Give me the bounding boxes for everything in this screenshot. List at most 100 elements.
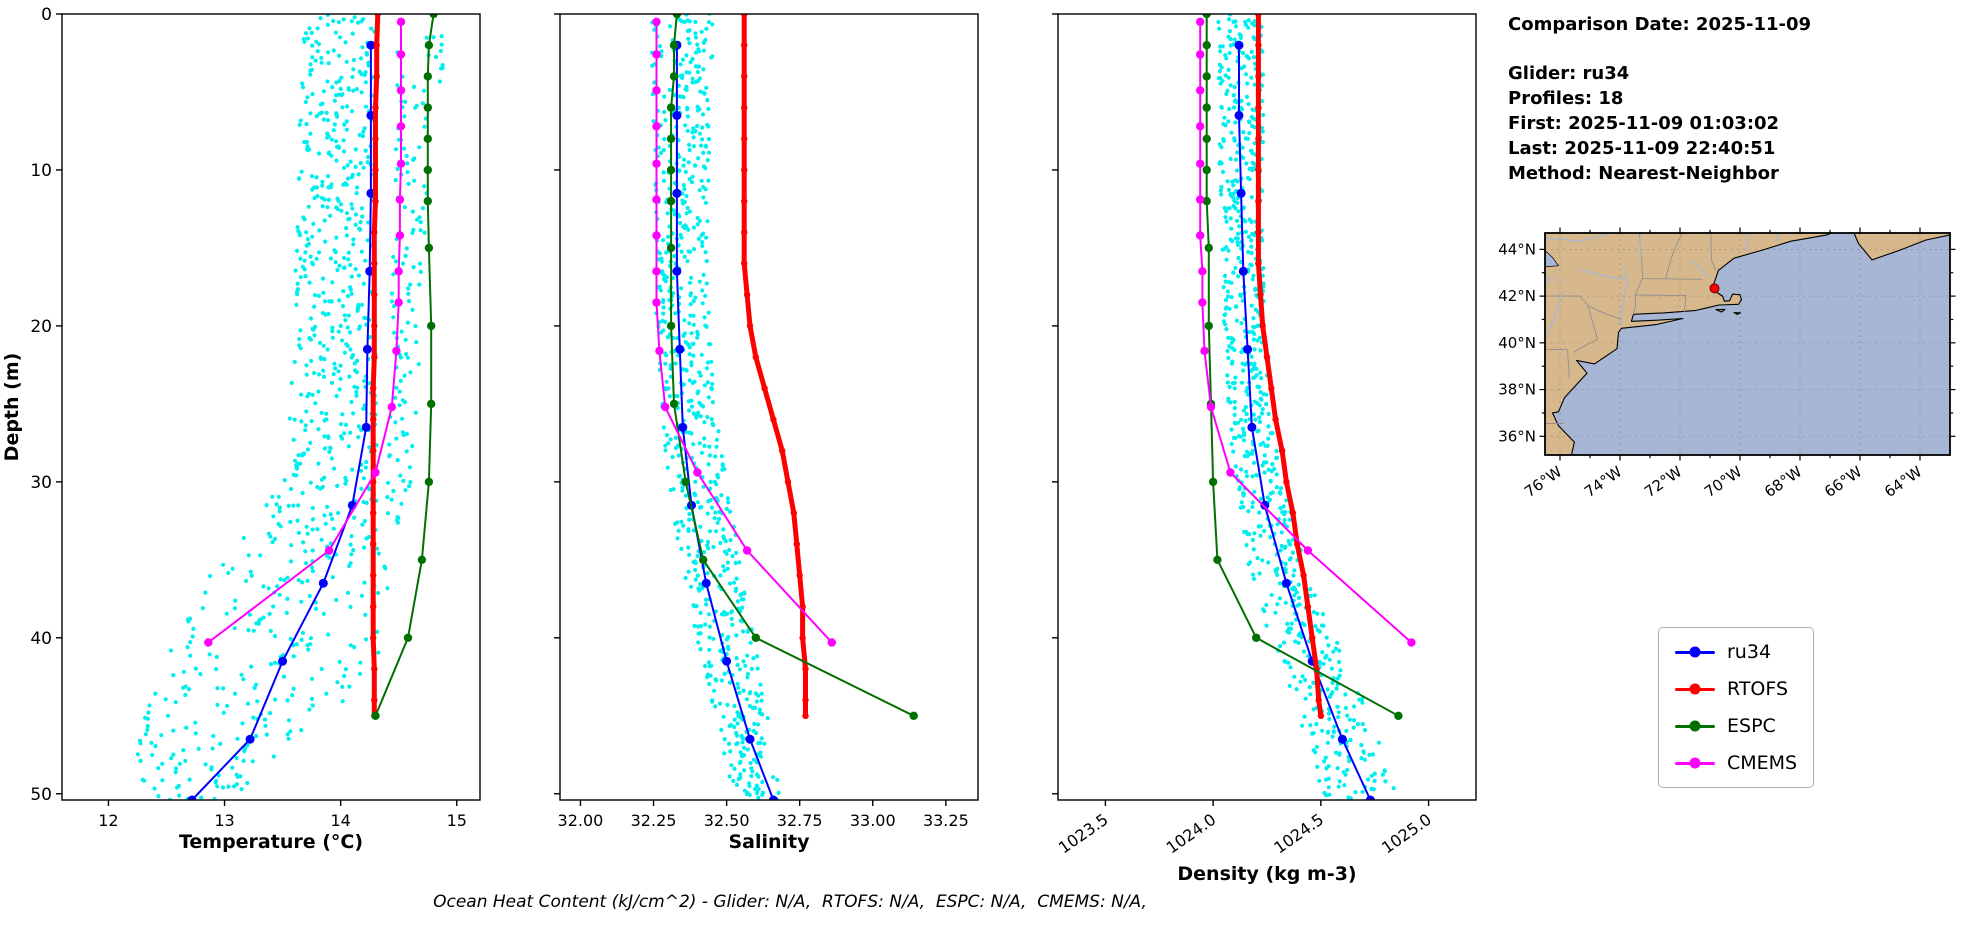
x-axis-label: Density (kg m-3) <box>1177 863 1356 885</box>
series-ru34 <box>187 40 376 800</box>
map-lon-label: 76°W <box>1521 462 1565 501</box>
river <box>1545 233 1612 242</box>
series-CMEMS <box>204 17 406 647</box>
glider-raw-scatter <box>1216 14 1396 800</box>
x-tick-label: 32.25 <box>631 811 677 830</box>
temperature-profile-chart: 12 13 14 15 0 10 20 30 40 50 Temperature (°C) Depth… <box>1 5 481 853</box>
state-border <box>1634 294 1687 297</box>
series-RTOFS <box>741 14 809 719</box>
comparison-date-text: Comparison Date: 2025-11-09 <box>1508 14 1812 35</box>
map-land <box>1733 311 1742 315</box>
legend-marker-dot <box>1689 646 1701 658</box>
series-ru34 <box>672 40 778 800</box>
map-lat-label: 36°N <box>1498 427 1536 445</box>
legend-item-espc: ESPC <box>1675 715 1797 737</box>
map-land <box>1853 233 1950 261</box>
plot-area <box>1196 14 1416 800</box>
glider-location-marker <box>1709 283 1720 294</box>
plot-area <box>135 14 445 800</box>
map-lon-label: 66°W <box>1821 462 1865 501</box>
map-lat-label: 42°N <box>1498 287 1536 305</box>
glider-text: Glider: ru34 <box>1508 63 1630 84</box>
x-tick-label: 1023.5 <box>1055 810 1112 858</box>
axes-frame <box>61 13 481 801</box>
series-ESPC <box>1202 14 1403 720</box>
state-border <box>1642 278 1703 280</box>
legend-item-ru34: ru34 <box>1675 641 1797 663</box>
legend-line-sample <box>1675 646 1715 658</box>
state-border <box>1573 305 1599 353</box>
map-lat-label: 38°N <box>1498 381 1536 399</box>
map-land <box>1715 308 1726 313</box>
legend-label: RTOFS <box>1727 678 1789 700</box>
state-border <box>1665 233 1684 280</box>
series-ru34 <box>1234 40 1375 800</box>
y-tick-label: 0 <box>41 5 52 25</box>
river <box>1775 233 1780 242</box>
y-tick-label: 20 <box>30 317 52 337</box>
method-text: Method: Nearest-Neighbor <box>1508 163 1779 184</box>
x-axis-label: Temperature (°C) <box>179 831 363 853</box>
legend-line-sample <box>1675 720 1715 732</box>
x-tick-label: 33.25 <box>923 811 969 830</box>
series-RTOFS <box>1255 14 1325 719</box>
series-ESPC <box>666 14 918 720</box>
river <box>1639 233 1642 260</box>
legend-label: ru34 <box>1727 641 1772 663</box>
y-tick-label: 40 <box>30 629 52 649</box>
location-map: 44°N 42°N 40°N 38°N 36°N 76°W 74°W 72°W 70°W 68°W… <box>1498 227 1956 501</box>
y-tick-label: 50 <box>30 785 52 805</box>
info-spacer <box>1508 37 1811 61</box>
map-lat-label: 40°N <box>1498 334 1536 352</box>
x-tick-label: 32.50 <box>704 811 750 830</box>
legend-line-sample <box>1675 683 1715 695</box>
river <box>1554 276 1558 284</box>
map-lon-label: 64°W <box>1881 462 1925 501</box>
x-tick-label: 14 <box>330 811 350 830</box>
x-tick-label: 32.00 <box>558 811 604 830</box>
ocean-heat-content-footer: Ocean Heat Content (kJ/cm^2) - Glider: N… <box>433 892 1147 912</box>
glider-raw-scatter <box>135 14 445 800</box>
map-lon-label: 74°W <box>1581 462 1625 501</box>
legend-item-rtofs: RTOFS <box>1675 678 1797 700</box>
x-tick-label: 32.75 <box>777 811 823 830</box>
series-CMEMS <box>652 17 836 647</box>
map-land <box>1545 233 1833 455</box>
x-tick-label: 15 <box>447 811 467 830</box>
state-border <box>1710 233 1716 271</box>
river <box>1580 269 1627 280</box>
legend-marker-dot <box>1689 757 1701 769</box>
series-CMEMS <box>1196 17 1416 647</box>
map-lon-label: 70°W <box>1701 462 1745 501</box>
y-tick-label: 30 <box>30 473 52 493</box>
map-lat-label: 44°N <box>1498 240 1536 258</box>
glider-raw-scatter <box>650 14 781 800</box>
legend-item-cmems: CMEMS <box>1675 752 1797 774</box>
legend-line-sample <box>1675 757 1715 769</box>
river <box>1545 291 1564 339</box>
series-RTOFS <box>370 14 381 719</box>
chart-legend: ru34 RTOFS ESPC CMEMS <box>1658 627 1815 788</box>
x-tick-label: 1024.0 <box>1163 810 1220 858</box>
axes-frame <box>559 13 979 801</box>
last-profile-text: Last: 2025-11-09 22:40:51 <box>1508 138 1776 159</box>
plot-area <box>650 14 918 800</box>
map-lon-label: 68°W <box>1761 462 1805 501</box>
river <box>1547 275 1551 285</box>
x-tick-label: 1024.5 <box>1270 810 1327 858</box>
series-ESPC <box>371 14 438 720</box>
legend-marker-dot <box>1689 683 1701 695</box>
map-lake <box>1545 250 1560 268</box>
state-border <box>1567 349 1570 379</box>
info-panel: Comparison Date: 2025-11-09 Glider: ru34… <box>1508 12 1811 186</box>
x-tick-label: 13 <box>214 811 234 830</box>
legend-label: ESPC <box>1727 715 1776 737</box>
river <box>1691 260 1709 278</box>
profiles-count-text: Profiles: 18 <box>1508 88 1624 109</box>
legend-label: CMEMS <box>1727 752 1798 774</box>
state-border <box>1545 295 1622 320</box>
map-frame <box>1544 232 1951 456</box>
river <box>1620 265 1629 326</box>
y-tick-label: 10 <box>30 161 52 181</box>
